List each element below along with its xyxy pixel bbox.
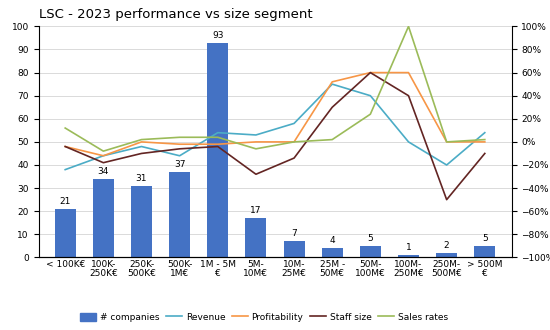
Bar bbox=[131, 186, 152, 257]
Bar bbox=[360, 246, 381, 257]
Text: 21: 21 bbox=[59, 197, 71, 206]
Bar bbox=[284, 241, 305, 257]
Text: 17: 17 bbox=[250, 206, 262, 215]
Text: 93: 93 bbox=[212, 31, 223, 40]
Text: 2: 2 bbox=[444, 241, 449, 250]
Bar bbox=[322, 248, 343, 257]
Bar bbox=[245, 218, 266, 257]
Legend: # companies, Revenue, Profitability, Staff size, Sales rates: # companies, Revenue, Profitability, Sta… bbox=[76, 309, 452, 325]
Text: 5: 5 bbox=[482, 234, 488, 243]
Bar bbox=[54, 209, 76, 257]
Text: 37: 37 bbox=[174, 160, 185, 169]
Bar bbox=[207, 43, 228, 257]
Bar bbox=[398, 255, 419, 257]
Text: 34: 34 bbox=[98, 167, 109, 176]
Text: LSC - 2023 performance vs size segment: LSC - 2023 performance vs size segment bbox=[39, 8, 312, 21]
Text: 4: 4 bbox=[329, 236, 335, 246]
Bar bbox=[436, 253, 457, 257]
Bar bbox=[169, 172, 190, 257]
Text: 5: 5 bbox=[367, 234, 373, 243]
Text: 31: 31 bbox=[136, 174, 147, 183]
Bar bbox=[93, 179, 114, 257]
Text: 7: 7 bbox=[291, 229, 297, 239]
Text: 1: 1 bbox=[406, 243, 411, 252]
Bar bbox=[474, 246, 496, 257]
